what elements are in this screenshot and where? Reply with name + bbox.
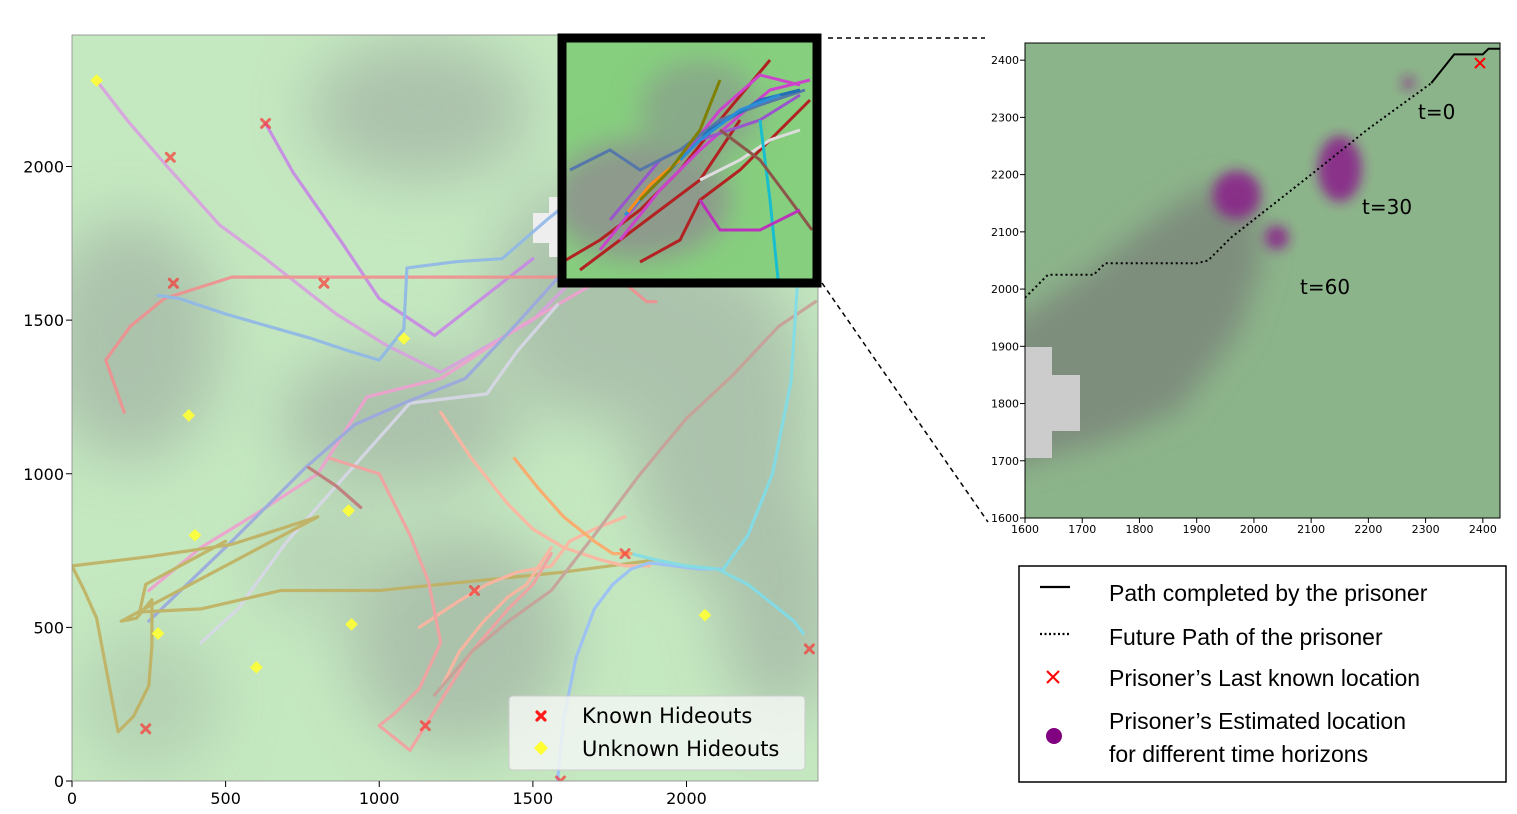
estimated-location-heat: [1212, 77, 1415, 250]
known-hideout-marker: [803, 643, 815, 655]
legend-unknown-hideouts-label: Unknown Hideouts: [582, 737, 779, 761]
zoom-y-tick-label: 2400: [991, 54, 1019, 67]
trajectory-path-10: [417, 515, 627, 630]
legend-known-hideouts-label: Known Hideouts: [582, 704, 752, 728]
estimated-location-blob: [1212, 170, 1261, 219]
completed-path-line: [1430, 47, 1500, 84]
zoom-x-tick-label: 1800: [1125, 523, 1153, 536]
trajectory-path-18: [512, 456, 633, 556]
inset-paths: [566, 59, 813, 279]
zoom-y-tick-label: 1900: [991, 340, 1019, 353]
zoom-y-tick-label: 2200: [991, 169, 1019, 182]
inset-panel: [557, 33, 822, 288]
zoom-y-tick-label: 1600: [991, 512, 1019, 525]
trajectory-path-14: [433, 300, 818, 697]
trajectory-path-6: [147, 263, 572, 623]
time-horizon-label: t=30: [1362, 195, 1412, 219]
trajectory-paths: [72, 78, 818, 781]
trajectory-path-9: [439, 410, 652, 568]
last-known-location-marker: [1474, 57, 1486, 69]
legend-estimated-label-line2: for different time horizons: [1109, 741, 1368, 767]
x-tick-label: 1000: [359, 789, 400, 808]
y-tick-label: 1000: [23, 465, 64, 484]
known-hideout-marker-icon: [535, 710, 547, 722]
y-tick-label: 0: [54, 772, 64, 791]
main-plot-frame: [71, 34, 819, 782]
zoom-obstacle: [1025, 347, 1080, 458]
main-legend-box: [508, 695, 806, 771]
x-tick-label: 0: [67, 789, 77, 808]
legend-estimated-label-line1: Prisoner’s Estimated location: [1109, 708, 1406, 734]
x-tick-label: 2000: [666, 789, 707, 808]
trajectory-path-16: [629, 551, 805, 636]
zoom-y-tick-label: 2300: [991, 111, 1019, 124]
zoom-y-tick-label: 2100: [991, 226, 1019, 239]
zoom-y-tick-label: 1700: [991, 455, 1019, 468]
known-hideout-marker: [619, 548, 631, 560]
trajectory-path-5: [199, 303, 560, 645]
zoom-x-tick-label: 2100: [1297, 523, 1325, 536]
zoom-x-tick-label: 1900: [1183, 523, 1211, 536]
x-tick-label: 500: [210, 789, 241, 808]
known-hideout-marker: [555, 775, 567, 781]
legend-last-known-label: Prisoner’s Last known location: [1109, 665, 1420, 691]
estimated-location-blob: [1264, 225, 1289, 250]
known-hideout-marker: [419, 720, 431, 732]
inset-frame: [557, 33, 822, 288]
zoom-x-tick-label: 1600: [1011, 523, 1039, 536]
known-hideout-marker: [468, 585, 480, 597]
unknown-hideout-marker: [182, 409, 196, 422]
explanation-legend-box: [1018, 565, 1507, 783]
future-path-line: [1025, 82, 1432, 299]
zoom-x-tick-label: 2300: [1412, 523, 1440, 536]
purple-dot-icon: [1046, 728, 1062, 744]
known-hideout-marker: [167, 277, 179, 289]
y-tick-label: 500: [33, 618, 64, 637]
zoom-x-tick-label: 2000: [1240, 523, 1268, 536]
unknown-hideout-marker: [397, 332, 411, 345]
zoom-axes: 1600 1700 1800 1900 2000 2100 2200 2300 2400 1600…: [991, 54, 1497, 536]
zoom-x-tick-label: 2200: [1354, 523, 1382, 536]
trajectory-path-12: [328, 456, 443, 728]
time-horizon-labels: t=0 t=30 t=60: [1300, 100, 1455, 299]
zoom-y-tick-label: 1800: [991, 398, 1019, 411]
estimated-location-blob: [1402, 77, 1415, 90]
trajectory-path-11: [439, 545, 553, 691]
legend-completed-path-label: Path completed by the prisoner: [1109, 580, 1428, 606]
time-horizon-label: t=60: [1300, 275, 1350, 299]
legend-future-path-label: Future Path of the prisoner: [1109, 624, 1383, 650]
known-hideout-marker: [140, 723, 152, 735]
estimated-location-blob: [1317, 135, 1362, 202]
trajectory-path-0: [94, 78, 572, 374]
zoom-terrain: [1025, 185, 1262, 464]
zoom-connectors: [821, 37, 989, 523]
trajectory-path-19: [307, 466, 363, 510]
explanation-legend: Path completed by the prisoner Future Pa…: [1018, 565, 1507, 783]
known-hideout-marker: [260, 117, 272, 129]
trajectory-path-1: [264, 121, 535, 338]
trajectory-path-7: [72, 515, 320, 734]
zoom-plot-frame: [1024, 42, 1501, 519]
legend-unknown-hideouts: Unknown Hideouts: [533, 737, 779, 761]
time-horizon-label: t=0: [1418, 100, 1455, 124]
zoom-panel: 1600 1700 1800 1900 2000 2100 2200 2300 2400 1600…: [991, 42, 1501, 536]
unknown-hideout-marker-icon: [533, 740, 549, 756]
trajectory-path-2: [104, 275, 658, 414]
y-tick-label: 2000: [23, 158, 64, 177]
known-hideout-marker: [164, 151, 176, 163]
y-tick-label: 1500: [23, 311, 64, 330]
known-hideout-marker: [318, 277, 330, 289]
main-legend: Known Hideouts Unknown Hideouts: [508, 695, 806, 771]
legend-known-hideouts: Known Hideouts: [535, 704, 752, 728]
zoom-y-tick-label: 2000: [991, 283, 1019, 296]
zoom-x-tick-label: 1700: [1068, 523, 1096, 536]
x-tick-label: 1500: [513, 789, 554, 808]
zoom-x-tick-label: 2400: [1469, 523, 1497, 536]
trajectory-path-3: [156, 180, 596, 362]
main-axes: 0 500 1000 1500 2000 0 500 1000 1500 2000: [23, 158, 707, 808]
red-x-icon: [1046, 670, 1060, 684]
